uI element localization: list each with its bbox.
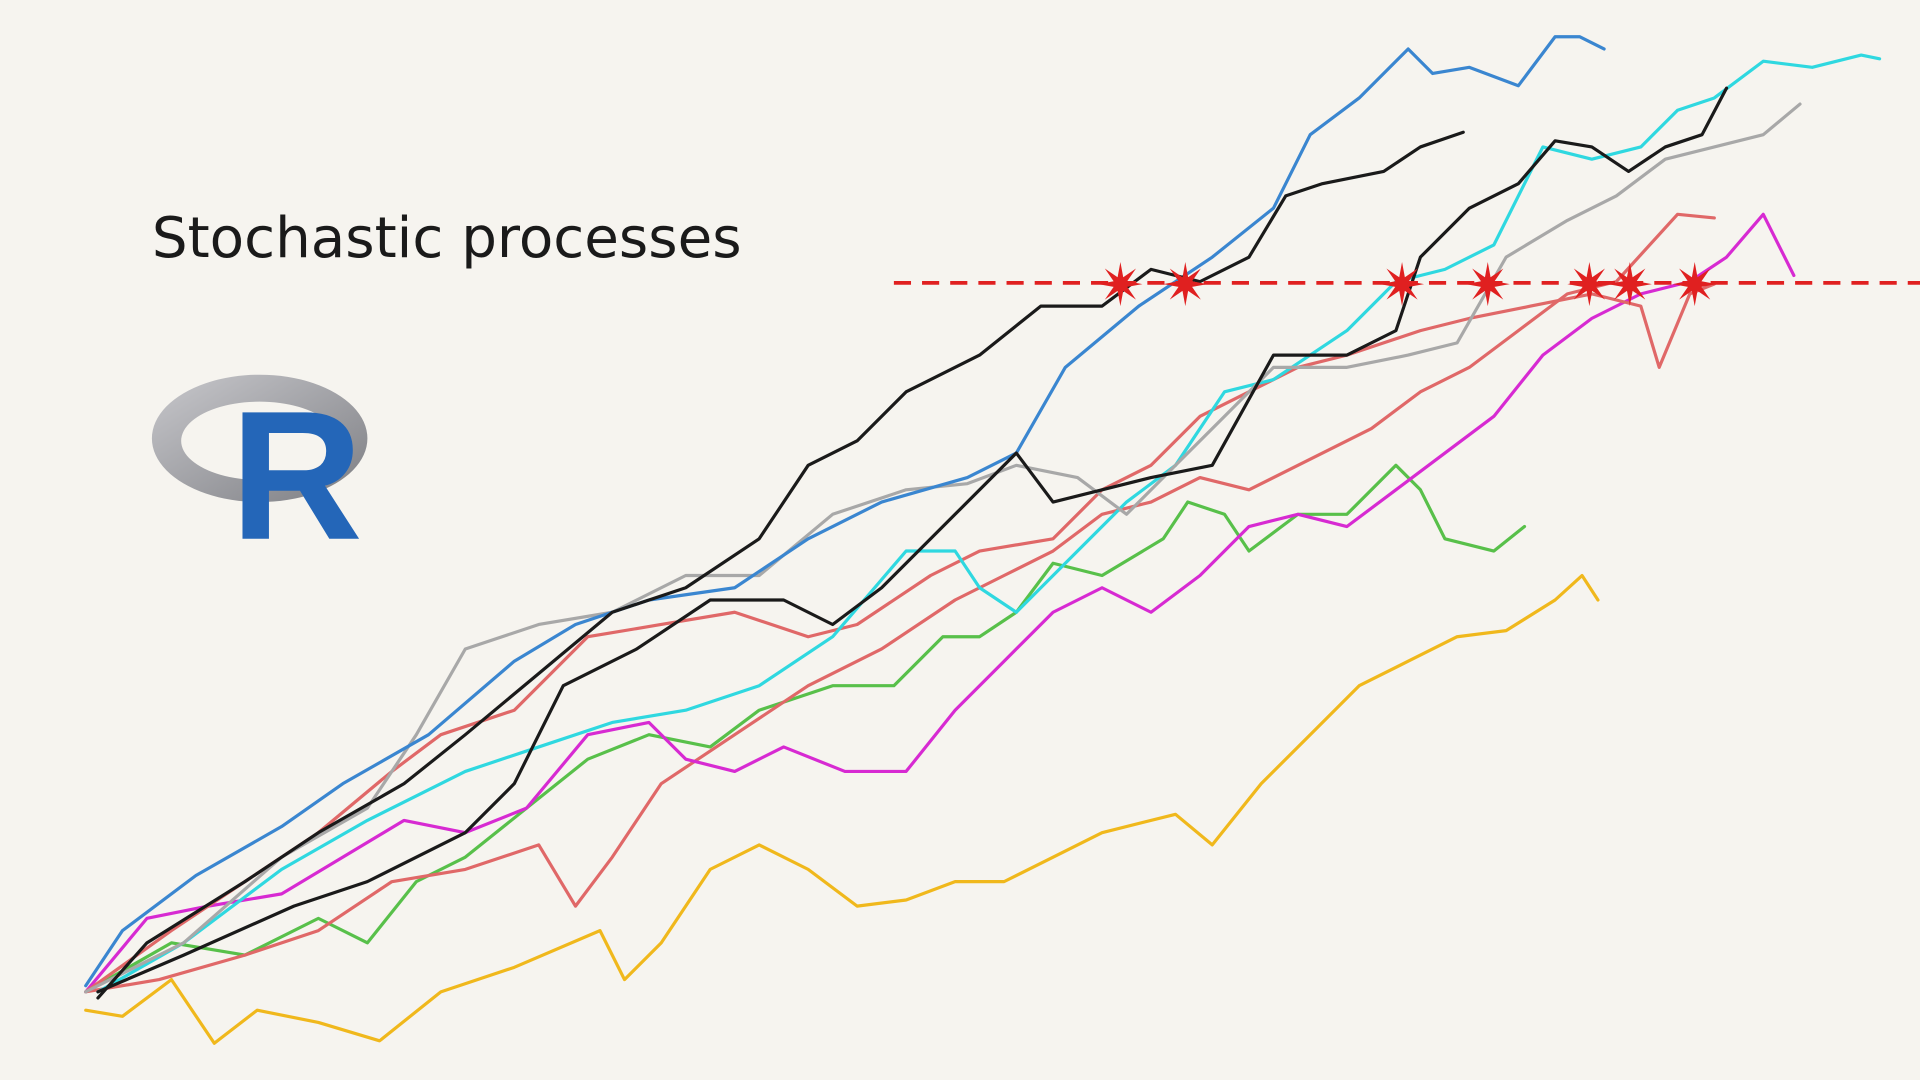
hit-marker xyxy=(1672,262,1717,307)
hit-marker xyxy=(1567,262,1612,307)
walk-black-lower xyxy=(96,86,1729,994)
walk-red-upper xyxy=(84,282,1716,994)
walk-yellow xyxy=(84,573,1600,1045)
walk-red-lower xyxy=(84,212,1716,994)
hit-marker xyxy=(1098,262,1143,307)
hit-marker xyxy=(1607,262,1652,307)
walk-black-upper xyxy=(96,130,1465,1000)
walk-gray xyxy=(84,102,1802,994)
random-walks xyxy=(84,35,1882,1045)
walk-cyan xyxy=(96,53,1882,994)
logo-letter: R xyxy=(230,373,363,578)
r-logo: R xyxy=(151,373,368,578)
walk-magenta xyxy=(84,212,1796,994)
hit-marker xyxy=(1380,262,1425,307)
logo-ring xyxy=(151,374,368,503)
hit-marker xyxy=(1465,262,1510,307)
hit-marker xyxy=(1163,262,1208,307)
title: Stochastic processes xyxy=(152,206,742,271)
walk-green xyxy=(84,463,1527,994)
